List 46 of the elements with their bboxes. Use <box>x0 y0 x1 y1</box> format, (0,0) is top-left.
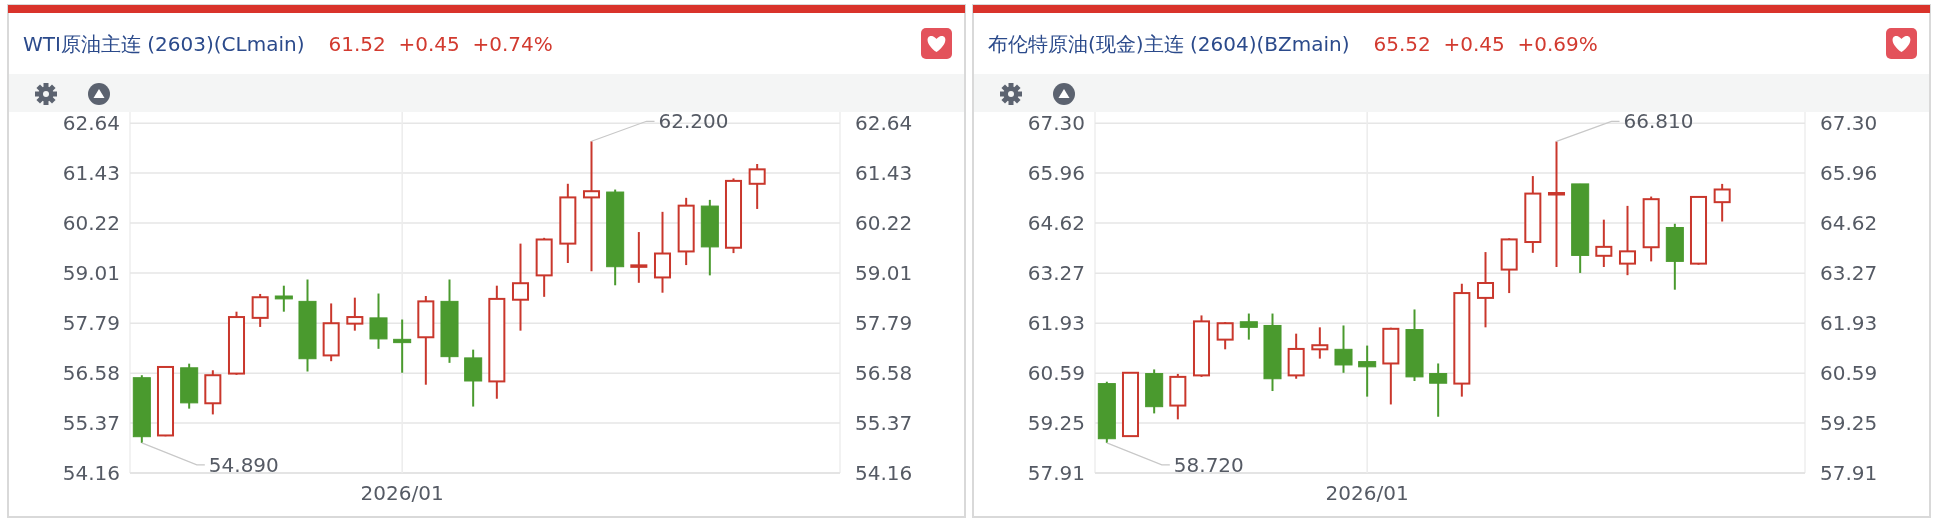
y2-tick-label: 59.25 <box>1820 411 1878 436</box>
y2-tick-label: 61.43 <box>855 161 913 186</box>
y-tick-label: 56.58 <box>62 361 120 386</box>
chart-subtitle: 61.52 +0.45 +0.74% <box>328 32 553 56</box>
x-tick-label: 2026/01 <box>360 481 444 505</box>
y2-tick-label: 62.64 <box>855 111 913 136</box>
note: 62.200 <box>590 109 729 142</box>
chart-subtitle: 65.52 +0.45 +0.69% <box>1373 32 1598 56</box>
y-tick-label: 61.43 <box>62 161 120 186</box>
y-tick-label: 57.91 <box>1027 461 1085 485</box>
y2-tick-label: 65.96 <box>1820 161 1878 186</box>
annotation: 58.720 <box>1173 452 1244 477</box>
y2-tick-label: 60.59 <box>1820 361 1878 386</box>
y-tick-label: 57.79 <box>62 311 120 336</box>
note: 58.720 <box>1106 442 1244 477</box>
annotation: 54.890 <box>208 452 279 477</box>
y2-tick-label: 64.62 <box>1820 211 1878 236</box>
y2-tick-label: 56.58 <box>855 361 913 386</box>
annotation: 66.810 <box>1623 109 1694 134</box>
y-tick-label: 64.62 <box>1027 211 1085 236</box>
y-tick-label: 65.96 <box>1027 161 1085 186</box>
y2-tick-label: 57.79 <box>855 311 913 336</box>
chart-title: 布伦特原油(现金)主连 (2604)(BZmain) <box>988 32 1350 56</box>
y-tick-label: 55.37 <box>62 411 120 436</box>
note: 66.810 <box>1555 109 1694 143</box>
y-tick-label: 60.22 <box>62 210 120 235</box>
y2-tick-label: 63.27 <box>1820 261 1878 286</box>
y2-tick-label: 55.37 <box>855 411 913 436</box>
y2-tick-label: 67.30 <box>1820 111 1878 136</box>
x-tick-label: 2026/01 <box>1325 481 1409 505</box>
y-tick-label: 63.27 <box>1027 261 1085 286</box>
annotation: 62.200 <box>658 109 729 134</box>
y-tick-label: 67.30 <box>1027 111 1085 136</box>
y-tick-label: 60.59 <box>1027 361 1085 386</box>
y2-tick-label: 61.93 <box>1820 311 1878 336</box>
y2-tick-label: 54.16 <box>855 461 913 485</box>
y-tick-label: 62.64 <box>62 111 120 136</box>
y2-tick-label: 60.22 <box>855 210 913 235</box>
y2-tick-label: 57.91 <box>1820 461 1878 485</box>
y-tick-label: 59.01 <box>62 260 120 285</box>
chart-title: WTI原油主连 (2603)(CLmain) <box>23 32 305 56</box>
y-tick-label: 61.93 <box>1027 311 1085 336</box>
y-tick-label: 54.16 <box>62 461 120 485</box>
note: 54.890 <box>141 442 279 477</box>
y-tick-label: 59.25 <box>1027 411 1085 436</box>
y2-tick-label: 59.01 <box>855 260 913 285</box>
